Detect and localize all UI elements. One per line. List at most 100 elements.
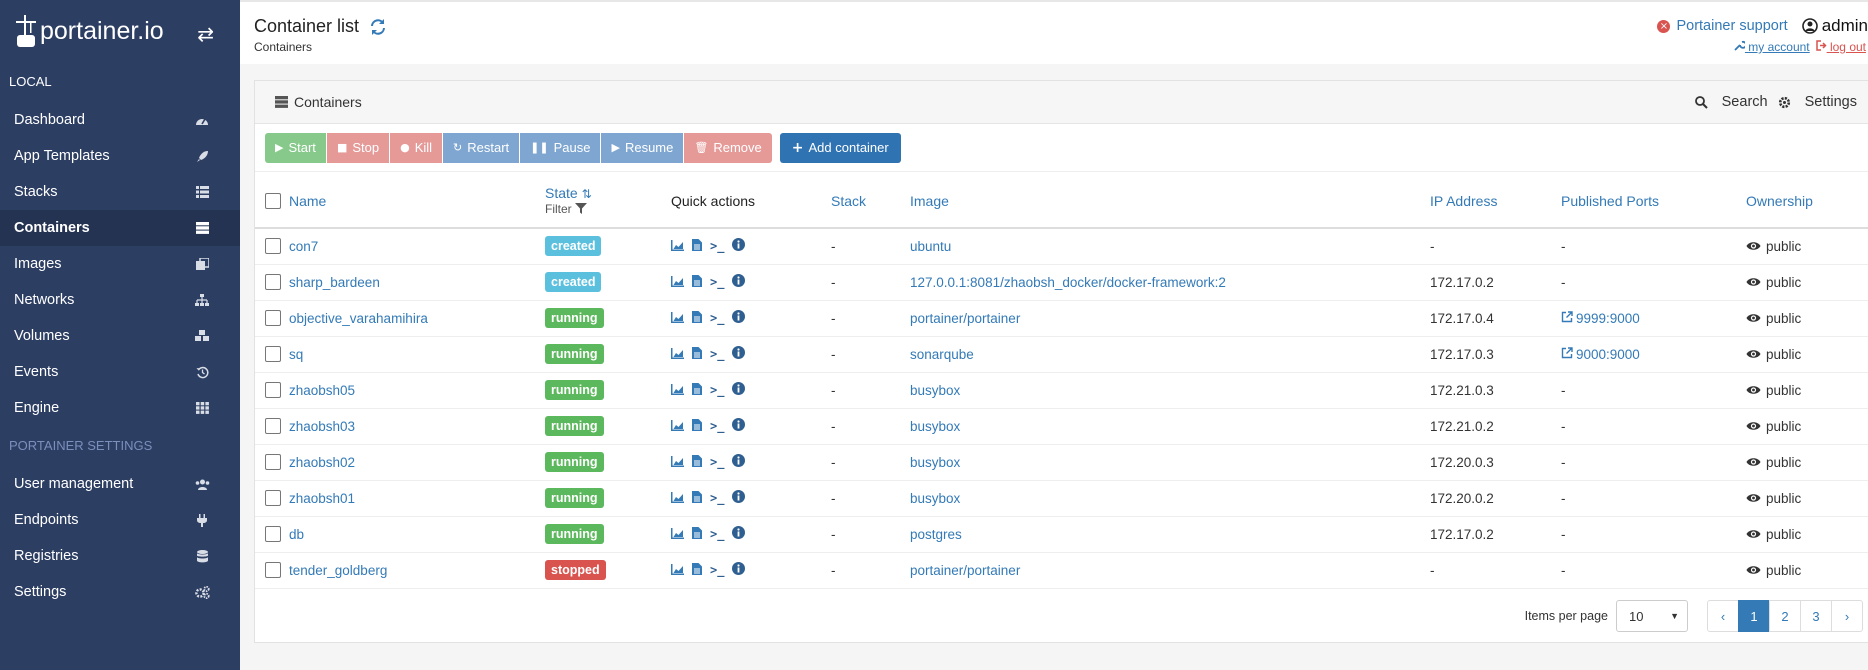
logs-icon[interactable] bbox=[692, 382, 702, 398]
header-image[interactable]: Image bbox=[910, 174, 1430, 229]
container-name-link[interactable]: con7 bbox=[289, 238, 319, 254]
header-stack[interactable]: Stack bbox=[831, 174, 910, 229]
inspect-icon[interactable] bbox=[732, 346, 746, 362]
header-published-ports[interactable]: Published Ports bbox=[1561, 174, 1746, 229]
settings-button[interactable]: Settings bbox=[1778, 94, 1857, 110]
container-name-link[interactable]: objective_varahamihira bbox=[289, 310, 428, 326]
sidebar-item-endpoints[interactable]: Endpoints bbox=[0, 502, 240, 538]
inspect-icon[interactable] bbox=[732, 274, 746, 290]
sidebar-item-containers[interactable]: Containers bbox=[0, 210, 240, 246]
stats-icon[interactable] bbox=[671, 563, 684, 578]
sidebar-item-events[interactable]: Events bbox=[0, 354, 240, 390]
container-name-link[interactable]: sq bbox=[289, 346, 304, 362]
row-checkbox[interactable] bbox=[265, 418, 281, 435]
logs-icon[interactable] bbox=[692, 454, 702, 470]
published-port-link[interactable]: 9999:9000 bbox=[1561, 311, 1746, 326]
row-checkbox[interactable] bbox=[265, 490, 281, 507]
header-ports-label[interactable]: Published Ports bbox=[1561, 192, 1660, 209]
stats-icon[interactable] bbox=[671, 347, 684, 362]
add-container-button[interactable]: + Add container bbox=[779, 132, 901, 163]
logs-icon[interactable] bbox=[692, 562, 702, 578]
state-sort-link[interactable]: State ⇅ bbox=[545, 185, 592, 201]
sidebar-item-images[interactable]: Images bbox=[0, 246, 240, 282]
image-link[interactable]: busybox bbox=[910, 418, 961, 434]
row-checkbox[interactable] bbox=[265, 310, 281, 327]
stats-icon[interactable] bbox=[671, 383, 684, 398]
pagination-prev[interactable]: ‹ bbox=[1707, 600, 1739, 632]
sidebar-item-user-management[interactable]: User management bbox=[0, 466, 240, 502]
sidebar-item-app-templates[interactable]: App Templates bbox=[0, 138, 240, 174]
logs-icon[interactable] bbox=[692, 310, 702, 326]
logs-icon[interactable] bbox=[692, 274, 702, 290]
my-account-link[interactable]: my account bbox=[1734, 40, 1810, 54]
inspect-icon[interactable] bbox=[732, 454, 746, 470]
stats-icon[interactable] bbox=[671, 419, 684, 434]
console-icon[interactable]: >_ bbox=[710, 347, 725, 361]
sidebar-item-volumes[interactable]: Volumes bbox=[0, 318, 240, 354]
stats-icon[interactable] bbox=[671, 527, 684, 542]
stop-button[interactable]: ■ Stop bbox=[326, 132, 390, 163]
portainer-logo[interactable]: portainer.io bbox=[14, 13, 164, 49]
image-link[interactable]: ubuntu bbox=[910, 238, 952, 254]
row-checkbox[interactable] bbox=[265, 562, 281, 579]
logs-icon[interactable] bbox=[692, 490, 702, 506]
row-checkbox[interactable] bbox=[265, 454, 281, 471]
search-button[interactable]: Search bbox=[1694, 94, 1768, 110]
sidebar-item-registries[interactable]: Registries bbox=[0, 538, 240, 574]
inspect-icon[interactable] bbox=[732, 562, 746, 578]
console-icon[interactable]: >_ bbox=[710, 527, 725, 541]
console-icon[interactable]: >_ bbox=[710, 455, 725, 469]
header-ip-label[interactable]: IP Address bbox=[1430, 192, 1498, 209]
inspect-icon[interactable] bbox=[732, 418, 746, 434]
header-stack-label[interactable]: Stack bbox=[831, 192, 867, 209]
inspect-icon[interactable] bbox=[732, 238, 746, 254]
pagination-page-3[interactable]: 3 bbox=[1800, 600, 1832, 632]
image-link[interactable]: portainer/portainer bbox=[910, 310, 1021, 326]
container-name-link[interactable]: zhaobsh03 bbox=[289, 418, 356, 434]
console-icon[interactable]: >_ bbox=[710, 563, 725, 577]
console-icon[interactable]: >_ bbox=[710, 383, 725, 397]
container-name-link[interactable]: zhaobsh02 bbox=[289, 454, 356, 470]
container-name-link[interactable]: tender_goldberg bbox=[289, 562, 388, 578]
state-filter[interactable]: Filter bbox=[545, 202, 671, 216]
inspect-icon[interactable] bbox=[732, 490, 746, 506]
logs-icon[interactable] bbox=[692, 526, 702, 542]
image-link[interactable]: busybox bbox=[910, 454, 961, 470]
container-name-link[interactable]: zhaobsh01 bbox=[289, 490, 356, 506]
console-icon[interactable]: >_ bbox=[710, 491, 725, 505]
image-link[interactable]: busybox bbox=[910, 490, 961, 506]
image-link[interactable]: busybox bbox=[910, 382, 961, 398]
image-link[interactable]: portainer/portainer bbox=[910, 562, 1021, 578]
refresh-icon[interactable] bbox=[369, 18, 387, 36]
sidebar-item-engine[interactable]: Engine bbox=[0, 390, 240, 426]
exchange-icon[interactable]: ⇄ bbox=[197, 22, 214, 46]
header-name-label[interactable]: Name bbox=[289, 192, 327, 209]
pagination-page-1[interactable]: 1 bbox=[1738, 600, 1770, 632]
stats-icon[interactable] bbox=[671, 311, 684, 326]
start-button[interactable]: ▶ Start bbox=[265, 132, 326, 163]
header-state[interactable]: State ⇅ Filter bbox=[545, 174, 671, 229]
logs-icon[interactable] bbox=[692, 346, 702, 362]
stats-icon[interactable] bbox=[671, 239, 684, 254]
sidebar-item-settings[interactable]: Settings bbox=[0, 574, 240, 610]
row-checkbox[interactable] bbox=[265, 238, 281, 255]
inspect-icon[interactable] bbox=[732, 310, 746, 326]
portainer-support-link[interactable]: × Portainer support bbox=[1657, 18, 1788, 34]
row-checkbox[interactable] bbox=[265, 274, 281, 291]
remove-button[interactable]: 🗑 Remove bbox=[684, 132, 772, 163]
select-all-checkbox[interactable] bbox=[265, 193, 281, 210]
stats-icon[interactable] bbox=[671, 491, 684, 506]
image-link[interactable]: sonarqube bbox=[910, 346, 974, 362]
image-link[interactable]: postgres bbox=[910, 526, 962, 542]
inspect-icon[interactable] bbox=[732, 526, 746, 542]
resume-button[interactable]: ▶ Resume bbox=[601, 132, 684, 163]
container-name-link[interactable]: db bbox=[289, 526, 305, 542]
header-ip-address[interactable]: IP Address bbox=[1430, 174, 1561, 229]
restart-button[interactable]: ↻ Restart bbox=[443, 132, 520, 163]
pagination-next[interactable]: › bbox=[1831, 600, 1863, 632]
header-ownership-label[interactable]: Ownership bbox=[1746, 192, 1813, 209]
kill-button[interactable]: ● Kill bbox=[390, 132, 443, 163]
console-icon[interactable]: >_ bbox=[710, 419, 725, 433]
row-checkbox[interactable] bbox=[265, 346, 281, 363]
inspect-icon[interactable] bbox=[732, 382, 746, 398]
